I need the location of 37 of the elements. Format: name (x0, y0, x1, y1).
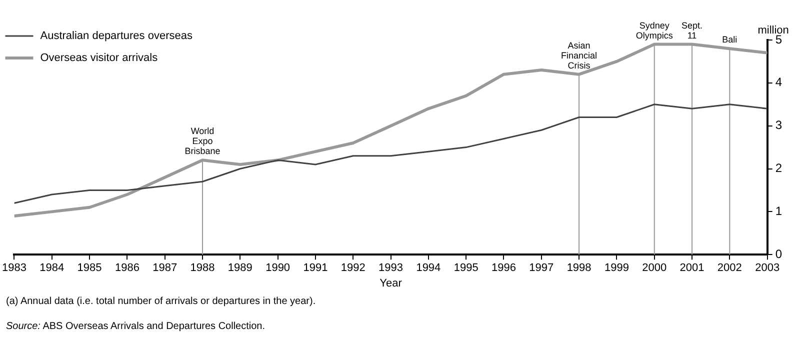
x-tick-label: 1988 (190, 262, 215, 274)
x-tick-label: 1992 (340, 262, 366, 274)
ref-line-label: Sept. 11 (682, 20, 703, 40)
y-tick-label: 1 (775, 204, 782, 218)
x-tick-label: 1991 (303, 262, 328, 274)
x-tick-label: 1996 (492, 262, 516, 274)
ref-line-label: Sydney Olympics (636, 20, 674, 40)
legend-label: Overseas visitor arrivals (40, 52, 158, 64)
x-tick-label: 1985 (77, 262, 102, 274)
x-tick-label: 1999 (604, 262, 629, 274)
x-tick-label: 1984 (40, 262, 64, 274)
ref-line-label: Asian Financial Crisis (561, 40, 598, 70)
x-tick-label: 2003 (755, 262, 780, 274)
legend-label: Australian departures overseas (40, 30, 193, 42)
x-tick-label: 1995 (454, 262, 478, 274)
x-tick-label: 2000 (642, 262, 667, 274)
x-tick-label: 1986 (114, 262, 140, 274)
x-tick-label: 2001 (680, 262, 704, 274)
y-tick-label: 3 (775, 118, 782, 132)
x-tick-label: 1993 (378, 262, 404, 274)
x-tick-label: 1989 (228, 262, 252, 274)
x-tick-label: 1990 (266, 262, 290, 274)
source-note: Source: ABS Overseas Arrivals and Departures Collection. (6, 321, 266, 332)
x-tick-label: 1998 (566, 262, 592, 274)
text: (a) Annual data (i.e. total number of arrivals or departures in the year). (6, 296, 316, 307)
x-tick-label: 1987 (152, 262, 178, 274)
x-tick-label: 1994 (416, 262, 441, 274)
ref-line-label: Bali (722, 34, 738, 45)
x-axis-title: Year (380, 277, 402, 290)
ref-line-label: World Expo Brisbane (184, 126, 220, 156)
y-tick-label: 2 (775, 161, 782, 176)
x-tick-label: 1983 (2, 262, 26, 274)
x-tick-label: 2002 (717, 262, 742, 274)
y-tick-label: 0 (775, 246, 782, 261)
y-tick-label: 4 (775, 75, 782, 90)
x-tick-label: 1997 (529, 262, 554, 274)
y-tick-label: 5 (775, 32, 782, 46)
